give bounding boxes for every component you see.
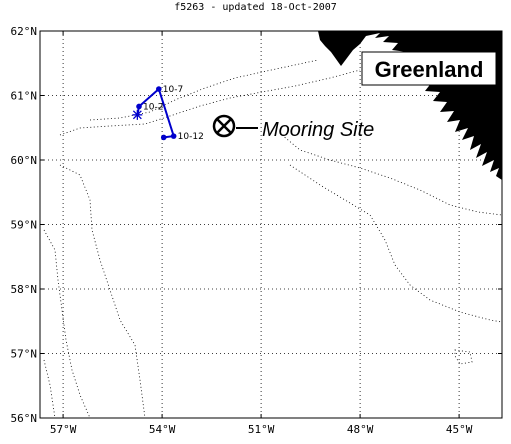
track-point bbox=[156, 86, 162, 92]
drifter-track: 10-210-7 10-12 bbox=[132, 85, 204, 142]
axis-ticks: 57°W 54°W 51°W 48°W 45°W 56°N 57°N 58°N 59°N 60°N… bbox=[11, 25, 502, 436]
lat-tick-label: 59°N bbox=[11, 219, 38, 232]
plot-title: f5263 - updated 18-Oct-2007 bbox=[174, 2, 337, 13]
bathymetry-contours bbox=[43, 59, 503, 419]
greenland-label-box bbox=[361, 51, 497, 86]
lat-tick-label: 60°N bbox=[11, 154, 38, 167]
track-point bbox=[136, 103, 142, 110]
mooring-site-marker bbox=[212, 114, 258, 138]
lat-tick-label: 56°N bbox=[11, 412, 38, 425]
mooring-site-label: Mooring Site bbox=[262, 119, 374, 141]
lat-tick-label: 57°N bbox=[11, 348, 38, 361]
lon-tick-label: 51°W bbox=[248, 423, 275, 436]
track-point-label: 10-7 bbox=[163, 85, 183, 95]
lon-tick-label: 45°W bbox=[446, 423, 473, 436]
lon-tick-label: 48°W bbox=[347, 423, 374, 436]
track-start-star-icon bbox=[132, 109, 143, 120]
lon-tick-label: 54°W bbox=[149, 423, 176, 436]
lat-tick-label: 61°N bbox=[11, 90, 38, 103]
track-point bbox=[160, 134, 167, 141]
lat-tick-label: 58°N bbox=[11, 283, 38, 296]
greenland-label: Greenland bbox=[375, 57, 484, 82]
track-point-label: 10-2 bbox=[143, 102, 163, 112]
lat-tick-label: 62°N bbox=[11, 25, 38, 38]
track-point bbox=[170, 133, 177, 139]
lon-tick-label: 57°W bbox=[50, 423, 77, 436]
track-point-label: 10-12 bbox=[178, 132, 204, 142]
